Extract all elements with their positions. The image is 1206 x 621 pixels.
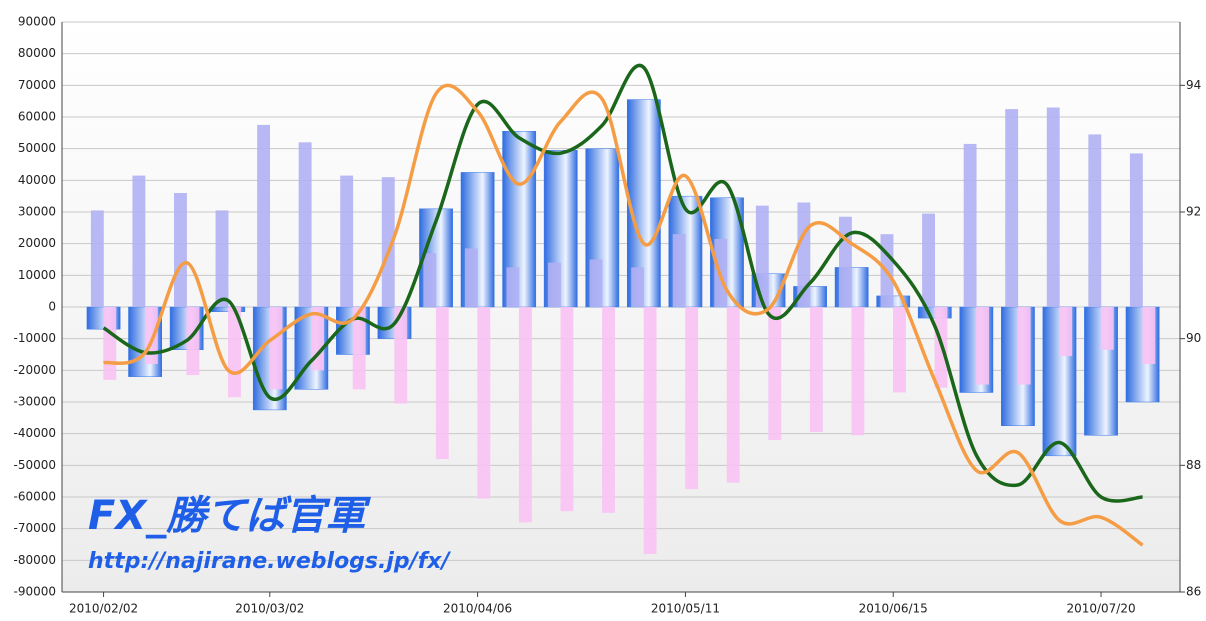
bar [1005, 109, 1019, 307]
bar [518, 307, 532, 523]
watermark-url: http://najirane.weblogs.jp/fx/ [88, 549, 451, 574]
y-tick-label: 0 [48, 300, 56, 314]
bar [257, 124, 271, 308]
bar [298, 142, 312, 307]
bar [215, 210, 229, 307]
bar [1100, 307, 1114, 350]
y-tick-label: -70000 [13, 521, 56, 535]
bar [1088, 134, 1102, 307]
bar [685, 307, 699, 490]
y-tick-label: -80000 [13, 553, 56, 567]
bar [435, 307, 449, 459]
y-tick-label: -90000 [13, 585, 56, 599]
bar [922, 213, 935, 307]
x-tick-label: 2010/05/11 [651, 602, 720, 616]
y2-tick-label: 92 [1186, 205, 1201, 219]
bar [464, 248, 478, 307]
line [103, 83, 1144, 547]
y-tick-label: -50000 [13, 458, 56, 472]
bar [186, 307, 200, 376]
bar [394, 307, 408, 404]
bar [809, 307, 823, 433]
bar [548, 262, 561, 307]
bar [311, 307, 325, 371]
bar [477, 307, 491, 499]
bar [672, 234, 686, 307]
bar [726, 307, 740, 483]
y-tick-label: 30000 [18, 205, 56, 219]
bar [963, 143, 977, 307]
bar [560, 307, 574, 512]
bar [90, 210, 104, 307]
y-tick-label: 10000 [18, 268, 56, 282]
bar [1129, 153, 1143, 307]
y-tick-label: 20000 [18, 236, 56, 250]
bar [103, 307, 117, 380]
y-tick-label: -60000 [13, 490, 56, 504]
y-tick-label: -20000 [13, 363, 56, 377]
bar [893, 307, 906, 393]
y-tick-label: 50000 [18, 141, 56, 155]
bar [589, 259, 603, 307]
y-tick-label: 70000 [18, 78, 56, 92]
bar [1017, 307, 1031, 385]
bar [381, 177, 395, 307]
y-tick-label: 40000 [18, 173, 56, 187]
bar [506, 267, 520, 307]
watermark: FX_勝てば官軍 [88, 493, 371, 539]
y2-tick-label: 86 [1186, 585, 1201, 599]
bar [976, 307, 990, 385]
y-tick-label: -30000 [13, 395, 56, 409]
line [102, 63, 1143, 503]
y-tick-label: -10000 [13, 331, 56, 345]
bar [851, 307, 865, 436]
y-tick-label: -40000 [13, 426, 56, 440]
bar [768, 307, 782, 440]
bar [838, 216, 852, 307]
bar [602, 307, 615, 513]
x-tick-label: 2010/06/15 [859, 602, 928, 616]
bar [228, 307, 241, 398]
bar [340, 175, 354, 307]
y-tick-label: 60000 [18, 110, 56, 124]
bar [1046, 107, 1060, 307]
bar [755, 205, 769, 307]
y2-tick-label: 90 [1186, 331, 1201, 345]
y2-tick-label: 94 [1186, 78, 1201, 92]
y-tick-label: 90000 [18, 15, 56, 29]
bar [631, 267, 645, 307]
bar [352, 307, 366, 390]
bar [174, 193, 187, 307]
y-tick-label: 80000 [18, 46, 56, 60]
x-tick-label: 2010/03/02 [235, 602, 304, 616]
x-tick-label: 2010/02/02 [69, 602, 138, 616]
y2-tick-label: 88 [1186, 458, 1201, 472]
bar [1059, 307, 1073, 357]
bar [144, 307, 158, 364]
bar [423, 253, 437, 307]
x-tick-label: 2010/07/20 [1066, 602, 1135, 616]
bar [132, 175, 146, 307]
bar [1142, 307, 1156, 364]
bar [269, 307, 283, 390]
x-tick-label: 2010/04/06 [443, 602, 512, 616]
bar [643, 307, 657, 554]
